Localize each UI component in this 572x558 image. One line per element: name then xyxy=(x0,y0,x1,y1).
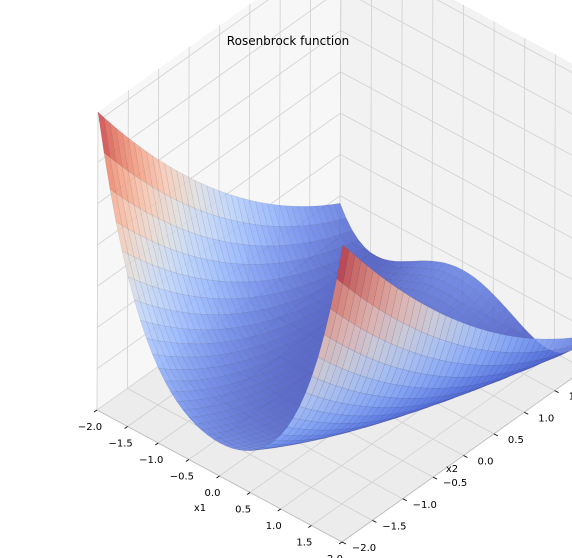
back-grid-z xyxy=(339,195,572,322)
x-tick-label: 0.0 xyxy=(205,488,221,499)
surface-plot xyxy=(97,111,572,451)
y-tick-label: −1.5 xyxy=(382,521,406,532)
y-tick-label: 0.5 xyxy=(508,435,524,446)
surface-patch xyxy=(560,337,572,349)
surface-patch xyxy=(384,283,398,317)
x-tick-label: −1.5 xyxy=(108,439,132,450)
surface-patch xyxy=(512,336,525,353)
back-grid-z xyxy=(340,71,572,198)
back-grid-x xyxy=(553,54,556,353)
x-tick xyxy=(93,409,98,413)
surface-patch xyxy=(554,337,568,350)
x-tick-label: 1.5 xyxy=(296,538,312,549)
back-pane xyxy=(340,0,572,362)
surface-patch xyxy=(336,244,350,284)
left-grid-y xyxy=(339,0,342,238)
back-grid-z xyxy=(340,30,572,156)
x-tick xyxy=(185,459,190,462)
y-tick xyxy=(372,520,377,523)
x-tick-label: −1.0 xyxy=(139,455,163,466)
x-tick-label: −0.5 xyxy=(170,472,194,483)
back-grid-z xyxy=(340,154,572,280)
surface-patch xyxy=(391,287,404,321)
back-grid-x xyxy=(462,4,464,304)
y-tick-label: −0.5 xyxy=(443,478,467,489)
back-grid-x xyxy=(431,0,434,287)
surface-patch xyxy=(499,335,513,353)
surface-patch xyxy=(439,315,453,342)
surface-patch xyxy=(396,291,410,324)
surface-patch xyxy=(457,323,471,347)
y-tick-label: 1.0 xyxy=(538,413,554,424)
x-axis-label: x1 xyxy=(194,503,206,514)
back-grid-z xyxy=(359,0,572,115)
x-tick xyxy=(216,475,220,479)
y-tick xyxy=(524,411,529,415)
y-tick xyxy=(493,433,499,437)
surface-patch xyxy=(536,338,549,352)
left-grid-z xyxy=(97,0,327,163)
back-grid-x xyxy=(523,37,526,337)
y-axis-label: x2 xyxy=(446,464,458,475)
y-tick xyxy=(554,390,559,393)
x-tick xyxy=(338,541,343,545)
x-tick xyxy=(124,426,128,429)
surface-patch xyxy=(451,320,465,345)
tick-labels: −2.0−1.5−1.0−0.50.00.51.01.52.0−2.0−1.5−… xyxy=(78,392,572,558)
x-tick xyxy=(277,508,281,512)
x-tick-label: 1.0 xyxy=(266,521,282,532)
back-grid-x xyxy=(492,21,495,320)
surface-patch xyxy=(542,338,556,352)
x-tick-label: 0.5 xyxy=(235,505,251,516)
floor-grid-y xyxy=(127,388,373,521)
left-grid-y xyxy=(96,111,99,411)
surface-patch xyxy=(548,338,562,351)
chart-title: Rosenbrock function xyxy=(227,34,349,48)
x-tick xyxy=(246,492,251,495)
surface-patch xyxy=(518,337,531,353)
x-tick xyxy=(155,442,159,446)
tick-marks xyxy=(93,390,559,545)
surface-patch xyxy=(560,345,572,355)
x-tick xyxy=(308,525,312,528)
surface-patch xyxy=(445,318,459,344)
y-tick-label: −1.0 xyxy=(413,500,437,511)
surface-patch xyxy=(524,338,537,353)
surface-patch xyxy=(566,346,572,352)
surface-patch xyxy=(560,349,572,356)
surface-patch xyxy=(378,279,392,314)
y-tick xyxy=(402,498,407,502)
x-tick-label: −2.0 xyxy=(78,422,102,433)
back-grid-z xyxy=(340,112,572,239)
y-tick-label: 0.0 xyxy=(478,457,494,468)
y-tick-label: 1.5 xyxy=(569,392,572,403)
left-grid-z xyxy=(97,0,269,122)
back-grid-x xyxy=(370,0,372,254)
y-tick xyxy=(341,541,347,545)
y-tick xyxy=(463,455,468,458)
back-grid-x xyxy=(400,0,403,271)
x-tick-label: 2.0 xyxy=(327,554,343,558)
back-grid-z xyxy=(436,0,572,73)
y-tick xyxy=(432,476,438,480)
surface-patch xyxy=(566,338,572,348)
y-tick-label: −2.0 xyxy=(352,543,376,554)
surface-patch xyxy=(493,333,507,353)
